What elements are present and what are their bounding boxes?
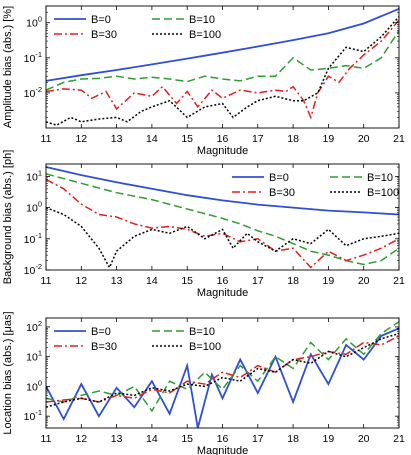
x-tick-label: 15	[181, 275, 193, 287]
x-tick-label: 16	[217, 433, 229, 445]
x-tick-label: 14	[146, 275, 158, 287]
x-tick-label: 11	[41, 275, 52, 287]
legend: B=0 B=10 B=30 B=100	[54, 326, 221, 353]
x-tick-label: 16	[217, 275, 229, 287]
legend-label: B=0	[269, 172, 289, 184]
x-tick-label: 14	[146, 433, 158, 445]
legend: B=0 B=10 B=30 B=100	[232, 172, 399, 199]
x-tick-label: 18	[287, 433, 299, 445]
series-line-b-10	[46, 173, 399, 266]
chart-panel-3: 11 12 13 14 15 16 17 18 19 20 21 10-1 100 101 102 Magni…	[2, 311, 405, 455]
x-tick-label: 19	[323, 433, 335, 445]
x-tick-label: 13	[111, 133, 123, 145]
series-line-b-100	[46, 206, 399, 270]
x-tick-label: 11	[41, 433, 52, 445]
chart-panel-2: 11 12 13 14 15 16 17 18 19 20 21 10-2 10-1 100 101 Magn…	[2, 150, 405, 299]
x-tick-label: 13	[111, 433, 123, 445]
x-tick-label: 20	[358, 433, 370, 445]
y-tick-label: 101	[26, 349, 42, 364]
x-tick-label: 17	[252, 275, 264, 287]
x-tick-label: 12	[75, 433, 87, 445]
x-tick-label: 18	[287, 275, 299, 287]
y-tick-label: 101	[26, 168, 42, 183]
x-axis-label: Magnitude	[197, 145, 248, 157]
x-tick-label: 19	[323, 133, 335, 145]
y-axis-label: Background bias (abs.) [ph]	[2, 150, 14, 285]
x-tick-label: 12	[75, 133, 87, 145]
legend-label: B=0	[91, 326, 111, 338]
plot-frame	[45, 163, 400, 271]
series-line-b-100	[46, 16, 399, 127]
x-tick-label: 20	[358, 133, 370, 145]
x-tick-label: 17	[252, 433, 264, 445]
x-tick-label: 19	[323, 275, 335, 287]
series-line-b-0	[46, 327, 399, 428]
legend-label: B=100	[189, 29, 221, 41]
x-tick-label: 21	[393, 433, 405, 445]
y-tick-label: 100	[26, 200, 42, 215]
legend-label: B=30	[269, 187, 295, 199]
y-tick-label: 10-1	[24, 231, 42, 246]
x-tick-label: 14	[146, 133, 158, 145]
x-tick-label: 16	[217, 133, 229, 145]
y-tick-label: 10-1	[24, 50, 42, 65]
x-tick-label: 21	[393, 133, 405, 145]
legend-label: B=100	[189, 341, 221, 353]
x-tick-label: 15	[181, 433, 193, 445]
legend-label: B=100	[367, 187, 399, 199]
legend-label: B=30	[91, 29, 117, 41]
y-axis-label: Location bias (abs.) [μas]	[2, 311, 14, 434]
x-tick-label: 20	[358, 275, 370, 287]
x-tick-label: 17	[252, 133, 264, 145]
series-line-b-10	[46, 321, 399, 413]
series-line-b-0	[46, 166, 399, 216]
series-line-b-0	[46, 7, 399, 82]
y-axis-label: Amplitude bias (abs.) [%]	[2, 6, 14, 128]
series-line-b-30	[46, 19, 399, 120]
y-tick-label: 10-2	[24, 85, 42, 100]
x-axis-label: Magnitude	[197, 287, 248, 299]
x-tick-label: 21	[393, 275, 405, 287]
x-tick-label: 12	[75, 275, 87, 287]
y-tick-label: 10-2	[24, 262, 42, 277]
x-tick-label: 15	[181, 133, 193, 145]
y-tick-label: 102	[26, 319, 42, 334]
x-tick-label: 18	[287, 133, 299, 145]
legend-label: B=10	[189, 326, 215, 338]
y-tick-label: 10-1	[24, 408, 42, 423]
legend-label: B=30	[91, 341, 117, 353]
x-tick-label: 11	[41, 133, 52, 145]
legend-label: B=10	[189, 14, 215, 26]
series-line-b-30	[46, 178, 399, 269]
x-axis-label: Magnitude	[197, 445, 248, 455]
y-tick-label: 100	[26, 378, 42, 393]
legend-label: B=0	[91, 14, 111, 26]
series-line-b-100	[46, 332, 399, 408]
legend-label: B=10	[367, 172, 393, 184]
y-tick-label: 100	[26, 15, 42, 30]
series-line-b-10	[46, 30, 399, 91]
chart-panel-1: 11 12 13 14 15 16 17 18 19 20 21 10-2 10-1 100 Magnitu…	[2, 5, 405, 157]
legend: B=0 B=10 B=30 B=100	[54, 14, 221, 41]
x-tick-label: 13	[111, 275, 123, 287]
